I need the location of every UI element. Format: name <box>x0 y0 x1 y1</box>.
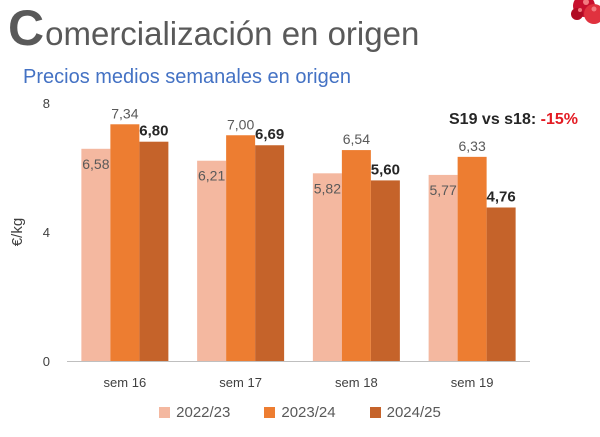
legend-swatch-2023-24 <box>264 407 276 418</box>
bars-layer <box>81 124 516 361</box>
bar-2024-25-sem-17 <box>255 145 285 361</box>
bar-2024-25-sem-16 <box>139 141 169 361</box>
data-label-2022-23-sem-18: 5,82 <box>314 180 341 196</box>
legend-item-2022-23: 2022/23 <box>159 404 230 421</box>
y-tick-label: 0 <box>43 354 50 369</box>
data-label-2022-23-sem-19: 5,77 <box>430 182 457 198</box>
x-tick-label: sem 16 <box>104 375 147 390</box>
x-tick-label: sem 17 <box>219 375 262 390</box>
bar-2023-24-sem-16 <box>110 124 140 361</box>
data-label-2023-24-sem-18: 6,54 <box>343 131 370 147</box>
bar-2022-23-sem-17 <box>197 160 227 361</box>
legend-label-2023-24: 2023/24 <box>281 404 336 421</box>
bar-2022-23-sem-16 <box>81 148 111 361</box>
data-label-2022-23-sem-16: 6,58 <box>82 156 109 172</box>
bar-2023-24-sem-18 <box>341 150 371 361</box>
page-title-initial: C <box>8 0 45 56</box>
raspberry-icon <box>571 0 600 24</box>
x-tick-label: sem 18 <box>335 375 378 390</box>
data-label-2022-23-sem-17: 6,21 <box>198 168 225 184</box>
y-axis-title: €/kg <box>9 218 26 246</box>
data-label-2023-24-sem-19: 6,33 <box>459 138 486 154</box>
page-title-text: omercialización en origen <box>45 15 420 52</box>
bar-2023-24-sem-17 <box>226 135 256 361</box>
comparison-label: S19 vs s18: <box>449 111 537 128</box>
data-label-2024-25-sem-17: 6,69 <box>255 126 284 143</box>
data-label-2023-24-sem-17: 7,00 <box>227 116 254 132</box>
x-tick-label: sem 19 <box>451 375 494 390</box>
labels-layer: 6,58 7,346,80 sem 16 6,21 7,006,69 sem 17 5,82… <box>43 96 516 390</box>
legend-swatch-2022-23 <box>159 407 171 418</box>
bar-2024-25-sem-19 <box>486 207 516 361</box>
data-label-2023-24-sem-16: 7,34 <box>111 105 138 121</box>
comparison-annotation: S19 vs s18: -15% <box>449 111 578 129</box>
legend-label-2022-23: 2022/23 <box>176 404 231 421</box>
legend-label-2024-25: 2024/25 <box>386 404 441 421</box>
chart-legend: 2022/23 2023/24 2024/25 <box>0 404 600 421</box>
bar-2022-23-sem-18 <box>312 173 342 361</box>
y-tick-label: 4 <box>43 225 50 240</box>
bar-2024-25-sem-18 <box>370 180 400 361</box>
y-tick-label: 8 <box>43 96 50 111</box>
legend-item-2023-24: 2023/24 <box>264 404 336 421</box>
legend-item-2024-25: 2024/25 <box>369 404 441 421</box>
data-label-2024-25-sem-19: 4,76 <box>487 188 516 205</box>
data-label-2024-25-sem-18: 5,60 <box>371 161 400 178</box>
data-label-2024-25-sem-16: 6,80 <box>139 123 168 140</box>
comparison-value: -15% <box>540 111 578 128</box>
chart-subtitle: Precios medios semanales en origen <box>23 66 351 88</box>
legend-swatch-2024-25 <box>369 407 381 418</box>
bar-2023-24-sem-19 <box>457 156 487 361</box>
page-title: C omercialización en origen <box>8 0 419 56</box>
bar-2022-23-sem-19 <box>428 174 458 361</box>
